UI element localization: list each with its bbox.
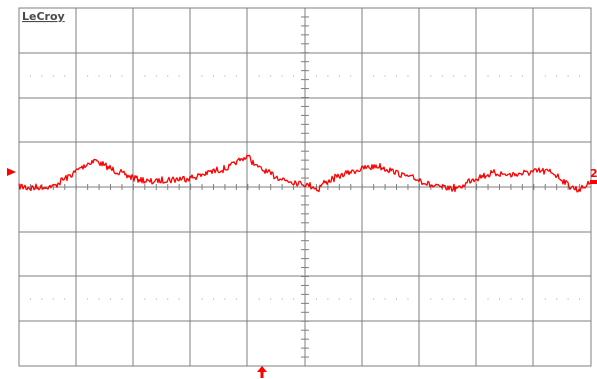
subdivision-dot — [235, 298, 237, 300]
subdivision-dot — [258, 75, 260, 77]
subdivision-dot — [327, 75, 329, 77]
subdivision-dot — [212, 298, 214, 300]
subdivision-dot — [441, 75, 443, 77]
subdivision-dot — [167, 75, 169, 77]
signal-trace — [18, 154, 592, 193]
subdivision-dot — [98, 75, 100, 77]
subdivision-dot — [64, 298, 66, 300]
subdivision-dot — [521, 75, 523, 77]
subdivision-dot — [338, 75, 340, 77]
subdivision-dot — [52, 298, 54, 300]
subdivision-dot — [52, 75, 54, 77]
channel-label: 2 — [590, 167, 597, 180]
subdivision-dot — [453, 298, 455, 300]
trigger-position-icon — [257, 366, 267, 378]
subdivision-dot — [144, 75, 146, 77]
subdivision-dot — [567, 298, 569, 300]
subdivision-dot — [453, 75, 455, 77]
subdivision-dot — [544, 298, 546, 300]
subdivision-dot — [98, 298, 100, 300]
subdivision-dot — [521, 298, 523, 300]
subdivision-dot — [224, 75, 226, 77]
subdivision-dot — [110, 298, 112, 300]
subdivision-dot — [64, 75, 66, 77]
subdivision-dot — [110, 75, 112, 77]
brand-logo: LeCroy — [22, 10, 65, 23]
subdivision-dot — [510, 75, 512, 77]
subdivision-dot — [235, 75, 237, 77]
subdivision-dot — [121, 298, 123, 300]
trigger-level-icon — [7, 168, 16, 176]
subdivision-dot — [315, 75, 317, 77]
subdivision-dot — [384, 298, 386, 300]
subdivision-dot — [270, 75, 272, 77]
subdivision-dot — [281, 298, 283, 300]
subdivision-dot — [498, 298, 500, 300]
subdivision-dot — [87, 298, 89, 300]
subdivision-dot — [258, 298, 260, 300]
subdivision-dot — [41, 298, 43, 300]
subdivision-dot — [293, 298, 295, 300]
subdivision-dot — [350, 298, 352, 300]
subdivision-dot — [396, 75, 398, 77]
subdivision-dot — [579, 75, 581, 77]
subdivision-dot — [201, 298, 203, 300]
subdivision-dot — [178, 75, 180, 77]
subdivision-dot — [567, 75, 569, 77]
subdivision-dot — [270, 298, 272, 300]
subdivision-dot — [212, 75, 214, 77]
subdivision-dot — [338, 298, 340, 300]
subdivision-dot — [29, 298, 31, 300]
subdivision-dot — [430, 75, 432, 77]
subdivision-dot — [407, 298, 409, 300]
subdivision-dot — [487, 298, 489, 300]
subdivision-dot — [464, 75, 466, 77]
channel-icon — [590, 180, 597, 184]
subdivision-dot — [201, 75, 203, 77]
subdivision-dot — [384, 75, 386, 77]
subdivision-dot — [441, 298, 443, 300]
subdivision-dot — [373, 75, 375, 77]
subdivision-dot — [556, 298, 558, 300]
subdivision-dot — [29, 75, 31, 77]
subdivision-dot — [121, 75, 123, 77]
subdivision-dot — [464, 298, 466, 300]
subdivision-dot — [315, 298, 317, 300]
subdivision-dot — [498, 75, 500, 77]
subdivision-dot — [350, 75, 352, 77]
subdivision-dot — [327, 298, 329, 300]
subdivision-dot — [373, 298, 375, 300]
subdivision-dot — [487, 75, 489, 77]
subdivision-dot — [556, 75, 558, 77]
subdivision-dot — [407, 75, 409, 77]
subdivision-dot — [155, 75, 157, 77]
subdivision-dot — [178, 298, 180, 300]
subdivision-dots — [29, 75, 581, 300]
subdivision-dot — [224, 298, 226, 300]
subdivision-dot — [396, 298, 398, 300]
subdivision-dot — [579, 298, 581, 300]
subdivision-dot — [430, 298, 432, 300]
subdivision-dot — [144, 298, 146, 300]
subdivision-dot — [544, 75, 546, 77]
subdivision-dot — [167, 298, 169, 300]
subdivision-dot — [510, 298, 512, 300]
subdivision-dot — [155, 298, 157, 300]
subdivision-dot — [41, 75, 43, 77]
subdivision-dot — [87, 75, 89, 77]
center-axis-ticks — [29, 16, 581, 358]
subdivision-dot — [281, 75, 283, 77]
subdivision-dot — [293, 75, 295, 77]
